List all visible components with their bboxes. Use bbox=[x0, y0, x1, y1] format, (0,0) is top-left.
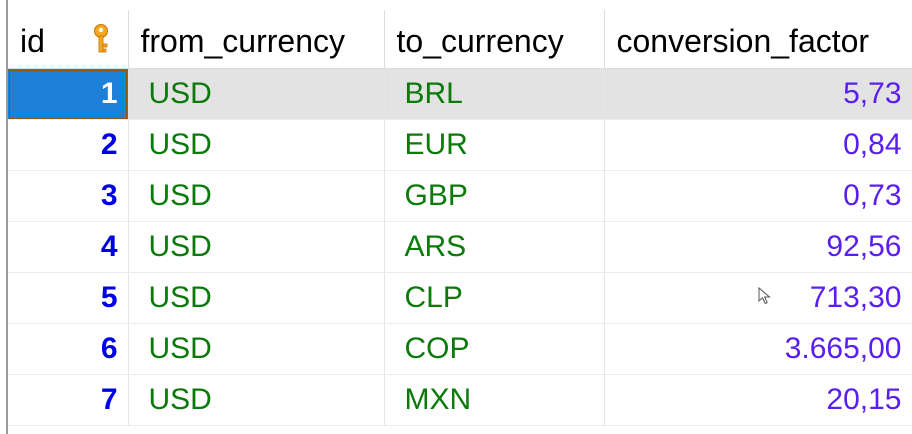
cell-conversion-factor[interactable]: 0,73 bbox=[604, 170, 912, 222]
cell-conversion-factor[interactable]: 713,30 bbox=[604, 272, 912, 324]
cell-id[interactable]: 5 bbox=[8, 272, 129, 324]
table-row[interactable]: 4 USD ARS 92,56 bbox=[8, 221, 912, 273]
cell-to-currency[interactable]: CLP bbox=[384, 272, 605, 324]
cell-from-currency[interactable]: USD bbox=[128, 170, 385, 222]
cell-id[interactable]: 1 bbox=[8, 68, 129, 120]
column-header-label: from_currency bbox=[140, 22, 346, 59]
column-header-to-currency[interactable]: to_currency bbox=[384, 10, 605, 69]
data-table: id from_currency to_currency bbox=[8, 10, 912, 426]
cell-id[interactable]: 3 bbox=[8, 170, 129, 222]
cell-to-currency[interactable]: EUR bbox=[384, 119, 605, 171]
cell-to-currency[interactable]: ARS bbox=[384, 221, 605, 273]
column-header-id[interactable]: id bbox=[8, 10, 129, 69]
cell-id[interactable]: 7 bbox=[8, 374, 129, 426]
cell-from-currency[interactable]: USD bbox=[128, 119, 385, 171]
cell-conversion-factor[interactable]: 0,84 bbox=[604, 119, 912, 171]
column-header-label: conversion_factor bbox=[616, 22, 870, 59]
cell-conversion-factor[interactable]: 5,73 bbox=[604, 68, 912, 120]
cell-conversion-factor[interactable]: 3.665,00 bbox=[604, 323, 912, 375]
cell-from-currency[interactable]: USD bbox=[128, 68, 385, 120]
cell-to-currency[interactable]: COP bbox=[384, 323, 605, 375]
grid-left-border bbox=[6, 0, 8, 434]
column-header-label: to_currency bbox=[396, 22, 564, 59]
cell-from-currency[interactable]: USD bbox=[128, 272, 385, 324]
cell-from-currency[interactable]: USD bbox=[128, 221, 385, 273]
cell-conversion-factor[interactable]: 92,56 bbox=[604, 221, 912, 273]
cell-conversion-factor[interactable]: 20,15 bbox=[604, 374, 912, 426]
table-row[interactable]: 6 USD COP 3.665,00 bbox=[8, 323, 912, 375]
table-row[interactable]: 5 USD CLP 713,30 bbox=[8, 272, 912, 324]
header-row: id from_currency to_currency bbox=[8, 10, 912, 69]
table-row[interactable]: 1 USD BRL 5,73 bbox=[8, 68, 912, 120]
table-row[interactable]: 7 USD MXN 20,15 bbox=[8, 374, 912, 426]
table-row[interactable]: 2 USD EUR 0,84 bbox=[8, 119, 912, 171]
column-header-label: id bbox=[20, 22, 45, 59]
cell-id[interactable]: 2 bbox=[8, 119, 129, 171]
column-header-conversion-factor[interactable]: conversion_factor bbox=[604, 10, 912, 69]
cell-to-currency[interactable]: GBP bbox=[384, 170, 605, 222]
cell-to-currency[interactable]: MXN bbox=[384, 374, 605, 426]
cell-id[interactable]: 4 bbox=[8, 221, 129, 273]
cell-from-currency[interactable]: USD bbox=[128, 374, 385, 426]
column-header-from-currency[interactable]: from_currency bbox=[128, 10, 385, 69]
key-icon bbox=[94, 24, 108, 53]
mouse-cursor-icon bbox=[758, 287, 771, 305]
table-row[interactable]: 3 USD GBP 0,73 bbox=[8, 170, 912, 222]
cell-to-currency[interactable]: BRL bbox=[384, 68, 605, 120]
cell-from-currency[interactable]: USD bbox=[128, 323, 385, 375]
cell-id[interactable]: 6 bbox=[8, 323, 129, 375]
